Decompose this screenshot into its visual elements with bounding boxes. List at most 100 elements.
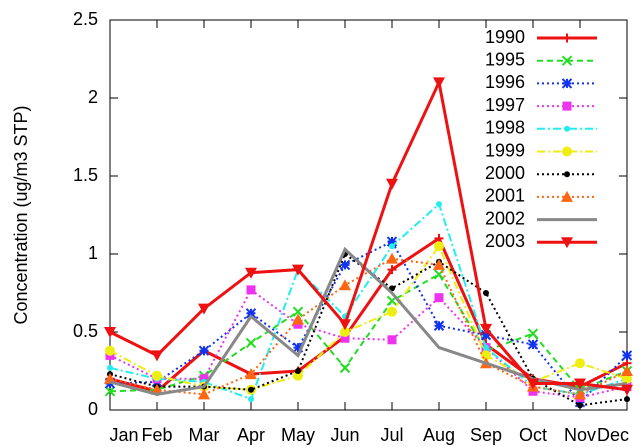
point — [104, 386, 116, 397]
series-line — [109, 246, 628, 396]
legend-label: 1997 — [485, 95, 525, 115]
point — [104, 327, 116, 338]
point — [292, 264, 304, 276]
x-tick-label: Oct — [519, 425, 547, 445]
series-line — [109, 236, 628, 393]
point — [434, 293, 444, 303]
series-line — [109, 244, 628, 391]
point — [245, 368, 257, 380]
point — [527, 339, 539, 350]
point — [621, 365, 633, 376]
point — [339, 279, 351, 291]
point — [340, 333, 350, 343]
legend-marker — [561, 237, 573, 249]
x-tick-label: Jun — [330, 425, 359, 445]
legend-label: 1996 — [485, 72, 525, 92]
point — [386, 178, 398, 190]
y-tick-label: 2 — [88, 87, 98, 107]
x-tick-label: Dec — [597, 425, 629, 445]
point — [574, 378, 586, 390]
plot-frame — [109, 19, 628, 411]
legend-marker — [561, 78, 573, 89]
point — [483, 344, 489, 351]
point — [105, 345, 115, 356]
y-tick-label: 2.5 — [73, 9, 98, 29]
legend-marker — [561, 55, 573, 66]
point — [151, 383, 163, 395]
point — [293, 370, 303, 381]
point — [527, 378, 539, 390]
point — [245, 337, 257, 349]
point — [433, 77, 445, 89]
legend-label: 2003 — [485, 231, 525, 251]
y-tick-label: 1.5 — [73, 165, 98, 185]
point — [198, 303, 210, 315]
point — [292, 313, 304, 325]
series-line — [109, 77, 628, 392]
legend-label: 2001 — [485, 186, 525, 206]
x-tick-label: Aug — [423, 425, 455, 445]
point — [245, 267, 257, 279]
x-tick-label: Apr — [237, 425, 265, 445]
point — [339, 362, 351, 374]
point — [480, 329, 492, 341]
x-tick-label: Mar — [189, 425, 220, 445]
point — [339, 259, 351, 271]
legend-marker — [562, 33, 572, 43]
point — [621, 350, 633, 361]
point — [574, 388, 586, 400]
point — [387, 265, 397, 275]
point — [199, 374, 209, 384]
point — [574, 396, 586, 408]
point — [107, 364, 113, 371]
point — [152, 370, 162, 381]
point — [292, 342, 304, 353]
point — [436, 201, 442, 208]
point — [198, 345, 210, 356]
point — [339, 319, 351, 331]
point — [245, 308, 257, 319]
legend-marker — [561, 190, 573, 202]
point — [151, 350, 163, 362]
point — [246, 285, 256, 295]
series-line — [109, 288, 628, 399]
series-line — [109, 202, 628, 401]
point — [621, 384, 633, 396]
point — [480, 323, 492, 335]
legend-label: 1998 — [485, 118, 525, 138]
point — [198, 388, 210, 400]
legend-marker — [564, 125, 570, 132]
point — [433, 258, 445, 270]
y-axis-title: Concentration (ug/m3 STP) — [11, 105, 31, 324]
legend-label: 1999 — [485, 140, 525, 160]
legend-label: 2002 — [485, 208, 525, 228]
point — [389, 243, 395, 250]
point — [386, 252, 398, 264]
point — [483, 290, 489, 296]
legend-label: 1995 — [485, 49, 525, 69]
point — [386, 236, 398, 247]
point — [575, 358, 585, 369]
x-tick-label: May — [281, 425, 315, 445]
point — [104, 372, 116, 384]
point — [248, 396, 254, 403]
x-tick-label: Jul — [380, 425, 403, 445]
x-tick-label: Jan — [109, 425, 138, 445]
point — [577, 402, 583, 409]
x-tick-label: Feb — [141, 425, 172, 445]
point — [622, 373, 632, 384]
point — [295, 368, 301, 374]
point — [387, 306, 397, 317]
series-line — [109, 272, 628, 393]
point — [248, 386, 254, 393]
point — [340, 327, 350, 337]
series-line — [109, 240, 628, 404]
point — [387, 335, 397, 345]
point — [624, 396, 630, 403]
legend-marker — [562, 101, 572, 111]
x-tick-label: Nov — [564, 425, 596, 445]
y-tick-label: 0 — [88, 399, 98, 419]
point — [433, 320, 445, 331]
